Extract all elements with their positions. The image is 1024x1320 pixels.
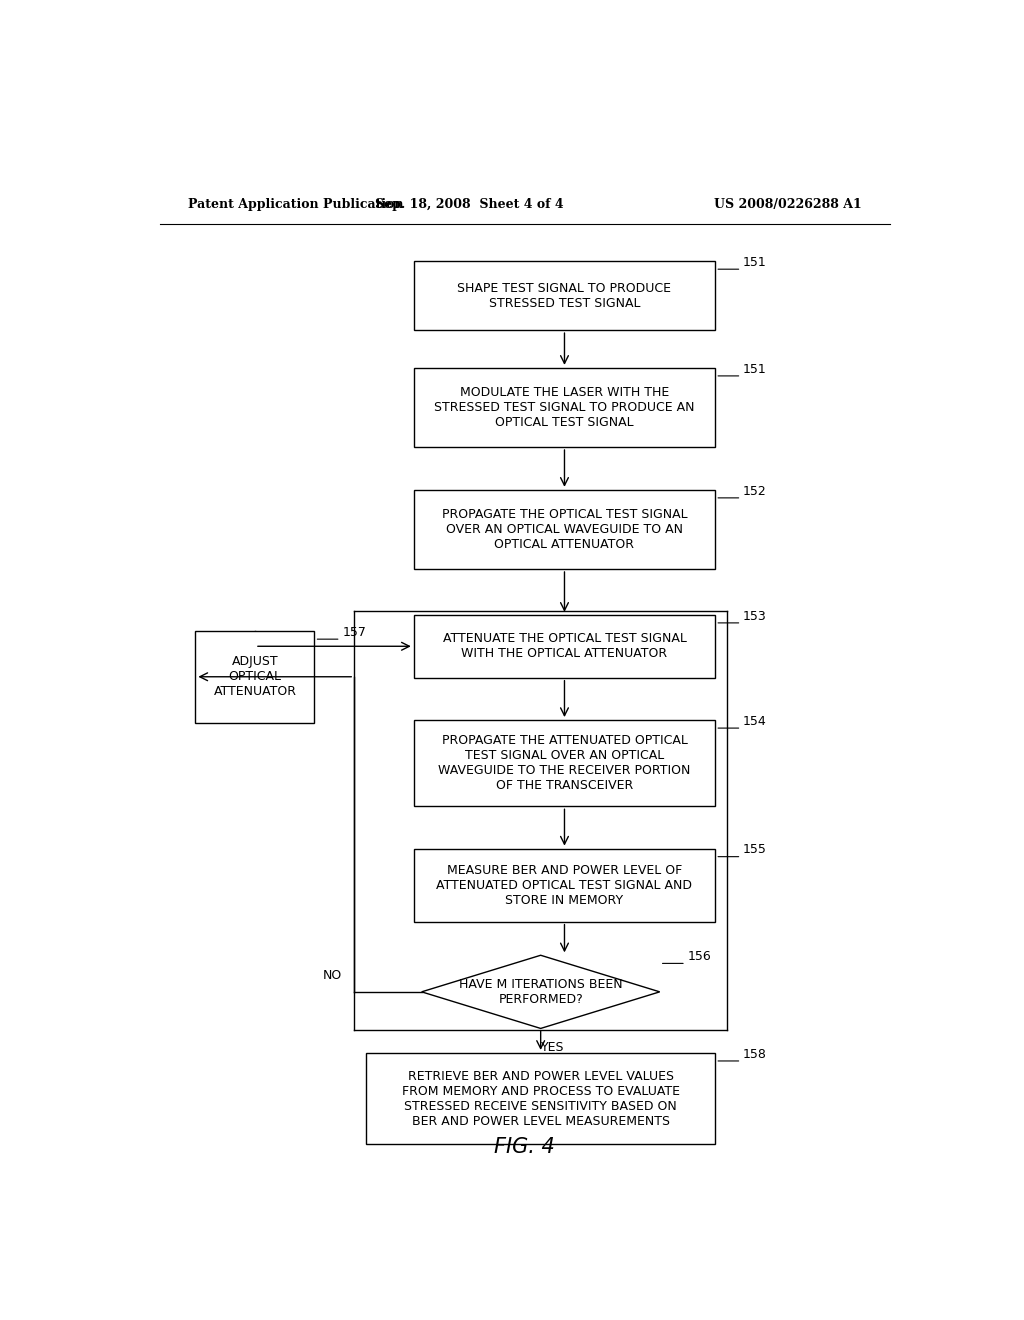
Text: ADJUST
OPTICAL
ATTENUATOR: ADJUST OPTICAL ATTENUATOR [213, 655, 297, 698]
Text: 156: 156 [687, 950, 712, 964]
Text: RETRIEVE BER AND POWER LEVEL VALUES
FROM MEMORY AND PROCESS TO EVALUATE
STRESSED: RETRIEVE BER AND POWER LEVEL VALUES FROM… [401, 1069, 680, 1127]
Bar [414, 490, 715, 569]
Text: YES: YES [541, 1040, 564, 1053]
Text: 154: 154 [743, 715, 767, 727]
Polygon shape [422, 956, 659, 1028]
Text: SHAPE TEST SIGNAL TO PRODUCE
STRESSED TEST SIGNAL: SHAPE TEST SIGNAL TO PRODUCE STRESSED TE… [458, 281, 672, 310]
Text: ATTENUATE THE OPTICAL TEST SIGNAL
WITH THE OPTICAL ATTENUATOR: ATTENUATE THE OPTICAL TEST SIGNAL WITH T… [442, 632, 686, 660]
Text: NO: NO [323, 969, 342, 982]
Text: PROPAGATE THE ATTENUATED OPTICAL
TEST SIGNAL OVER AN OPTICAL
WAVEGUIDE TO THE RE: PROPAGATE THE ATTENUATED OPTICAL TEST SI… [438, 734, 690, 792]
Bar [196, 631, 314, 722]
Text: Sep. 18, 2008  Sheet 4 of 4: Sep. 18, 2008 Sheet 4 of 4 [375, 198, 563, 211]
Text: HAVE M ITERATIONS BEEN
PERFORMED?: HAVE M ITERATIONS BEEN PERFORMED? [459, 978, 623, 1006]
Text: 151: 151 [743, 256, 767, 269]
Text: FIG. 4: FIG. 4 [495, 1137, 555, 1156]
Text: PROPAGATE THE OPTICAL TEST SIGNAL
OVER AN OPTICAL WAVEGUIDE TO AN
OPTICAL ATTENU: PROPAGATE THE OPTICAL TEST SIGNAL OVER A… [441, 508, 687, 550]
Text: 158: 158 [743, 1048, 767, 1061]
Bar [414, 615, 715, 677]
Text: US 2008/0226288 A1: US 2008/0226288 A1 [715, 198, 862, 211]
Text: MODULATE THE LASER WITH THE
STRESSED TEST SIGNAL TO PRODUCE AN
OPTICAL TEST SIGN: MODULATE THE LASER WITH THE STRESSED TES… [434, 385, 694, 429]
Bar [414, 719, 715, 807]
Text: 152: 152 [743, 484, 767, 498]
Bar [414, 849, 715, 921]
Bar [414, 261, 715, 330]
Text: 151: 151 [743, 363, 767, 376]
Text: MEASURE BER AND POWER LEVEL OF
ATTENUATED OPTICAL TEST SIGNAL AND
STORE IN MEMOR: MEASURE BER AND POWER LEVEL OF ATTENUATE… [436, 863, 692, 907]
Bar [414, 368, 715, 447]
Text: 155: 155 [743, 843, 767, 857]
Text: 153: 153 [743, 610, 767, 623]
Bar [367, 1053, 715, 1144]
Text: Patent Application Publication: Patent Application Publication [187, 198, 403, 211]
Text: 157: 157 [342, 626, 367, 639]
